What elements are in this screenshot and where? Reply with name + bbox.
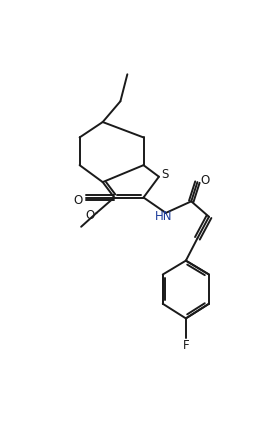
Text: O: O	[73, 193, 83, 206]
Text: O: O	[86, 208, 95, 221]
Text: HN: HN	[155, 209, 172, 222]
Text: O: O	[200, 174, 210, 187]
Text: S: S	[161, 168, 169, 181]
Text: F: F	[183, 338, 189, 351]
